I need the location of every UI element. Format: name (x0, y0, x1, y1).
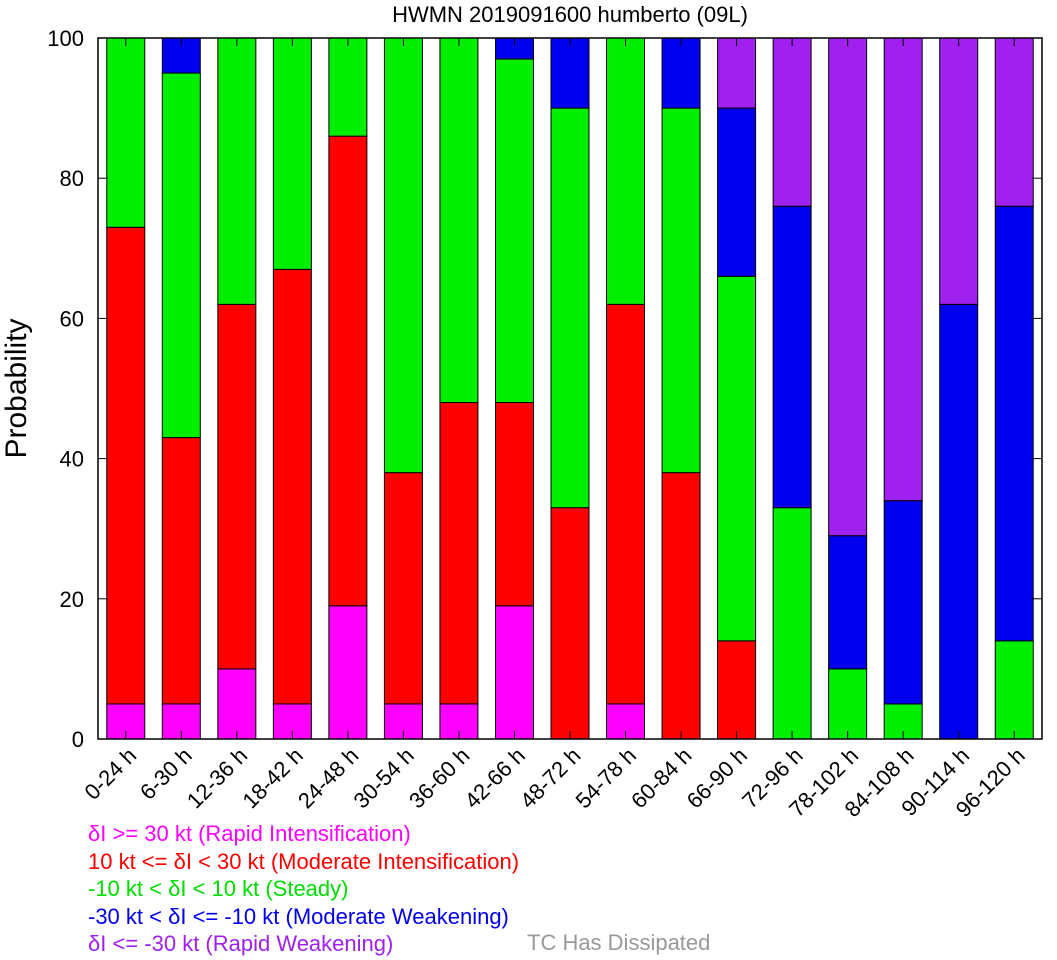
y-tick-label: 60 (60, 306, 84, 331)
bar-segment-mw-12 (772, 205, 812, 509)
y-tick-label: 80 (60, 166, 84, 191)
bar-segment-mw-14 (883, 500, 923, 705)
chart-svg: HWMN 2019091600 humberto (09L) Probabilit… (0, 2, 1043, 820)
bar-segment-rw-14 (883, 37, 923, 502)
bar-segment-st-3 (272, 37, 312, 270)
legend-mi: 10 kt <= δI < 30 kt (Moderate Intensific… (88, 848, 520, 874)
bar-segment-mi-0 (106, 226, 146, 705)
x-tick-label: 48-72 h (515, 743, 585, 813)
bar-segment-mi-7 (494, 402, 534, 607)
y-tick-label: 0 (72, 727, 84, 752)
bar-segment-mw-8 (550, 37, 590, 109)
bar-segment-st-4 (328, 37, 368, 137)
legend-rw: δI <= -30 kt (Rapid Weakening) (88, 931, 394, 956)
bar-segment-rw-16 (994, 37, 1034, 207)
bar-segment-st-13 (828, 668, 868, 740)
bar-segment-mi-4 (328, 135, 368, 607)
y-axis-label: Probability (0, 318, 33, 458)
x-tick-label: 54-78 h (571, 743, 641, 813)
y-tick-label: 100 (47, 26, 84, 51)
plot-frame (97, 37, 1043, 740)
x-tick-label: 30-54 h (349, 743, 419, 813)
bar-segment-mw-13 (828, 535, 868, 670)
bar-segment-st-12 (772, 507, 812, 740)
bar-segment-rw-15 (939, 37, 979, 305)
y-tick-label: 40 (60, 447, 84, 472)
bar-segment-mw-16 (994, 205, 1034, 642)
x-tick-label: 12-36 h (182, 743, 252, 813)
bar-segment-st-2 (217, 37, 257, 305)
bar-segment-st-10 (661, 107, 701, 474)
bar-segment-mi-2 (217, 303, 257, 670)
x-tick-label: 66-90 h (682, 743, 752, 813)
bar-segment-rw-12 (772, 37, 812, 207)
bar-segment-st-0 (106, 37, 146, 228)
bar-segment-st-9 (606, 37, 646, 305)
bar-segment-mi-3 (272, 268, 312, 705)
bar-segment-mi-8 (550, 507, 590, 740)
x-tick-label: 0-24 h (80, 743, 142, 805)
legend-mw: -30 kt < δI <= -10 kt (Moderate Weakenin… (88, 903, 509, 929)
x-tick-label: 24-48 h (293, 743, 363, 813)
chart-title: HWMN 2019091600 humberto (09L) (392, 2, 748, 27)
bar-segment-mi-6 (439, 402, 479, 705)
bar-segment-ri-4 (328, 605, 368, 740)
legend-st: -10 kt < δI < 10 kt (Steady) (88, 876, 349, 901)
x-tick-label: 18-42 h (237, 743, 307, 813)
bar-segment-rw-11 (717, 37, 757, 109)
bar-segment-mi-9 (606, 303, 646, 705)
bar-segment-ri-7 (494, 605, 534, 740)
bar-segment-st-1 (161, 72, 201, 439)
legend: δI >= 30 kt (Rapid Intensification) 10 k… (88, 820, 519, 958)
bar-segment-mw-15 (939, 303, 979, 740)
x-tick-label: 36-60 h (404, 743, 474, 813)
legend-dissipated: TC Has Dissipated (527, 930, 711, 955)
bar-segment-st-5 (383, 37, 423, 474)
y-tick-label: 20 (60, 587, 84, 612)
bar-segment-st-7 (494, 58, 534, 404)
x-tick-label: 42-66 h (460, 743, 530, 813)
bar-segment-st-16 (994, 640, 1034, 740)
bar-segment-mw-10 (661, 37, 701, 109)
legend-ri: δI >= 30 kt (Rapid Intensification) (88, 821, 411, 846)
bar-segment-st-8 (550, 107, 590, 509)
bar-segment-mi-11 (717, 640, 757, 740)
bar-segment-mi-5 (383, 472, 423, 705)
bar-segment-st-6 (439, 37, 479, 404)
bar-segment-mi-1 (161, 437, 201, 705)
bar-segment-rw-13 (828, 37, 868, 537)
x-tick-label: 60-84 h (626, 743, 696, 813)
bar-segment-mw-11 (717, 107, 757, 277)
bar-segment-mi-10 (661, 472, 701, 740)
bar-segment-st-11 (717, 275, 757, 642)
bar-segment-ri-2 (217, 668, 257, 740)
